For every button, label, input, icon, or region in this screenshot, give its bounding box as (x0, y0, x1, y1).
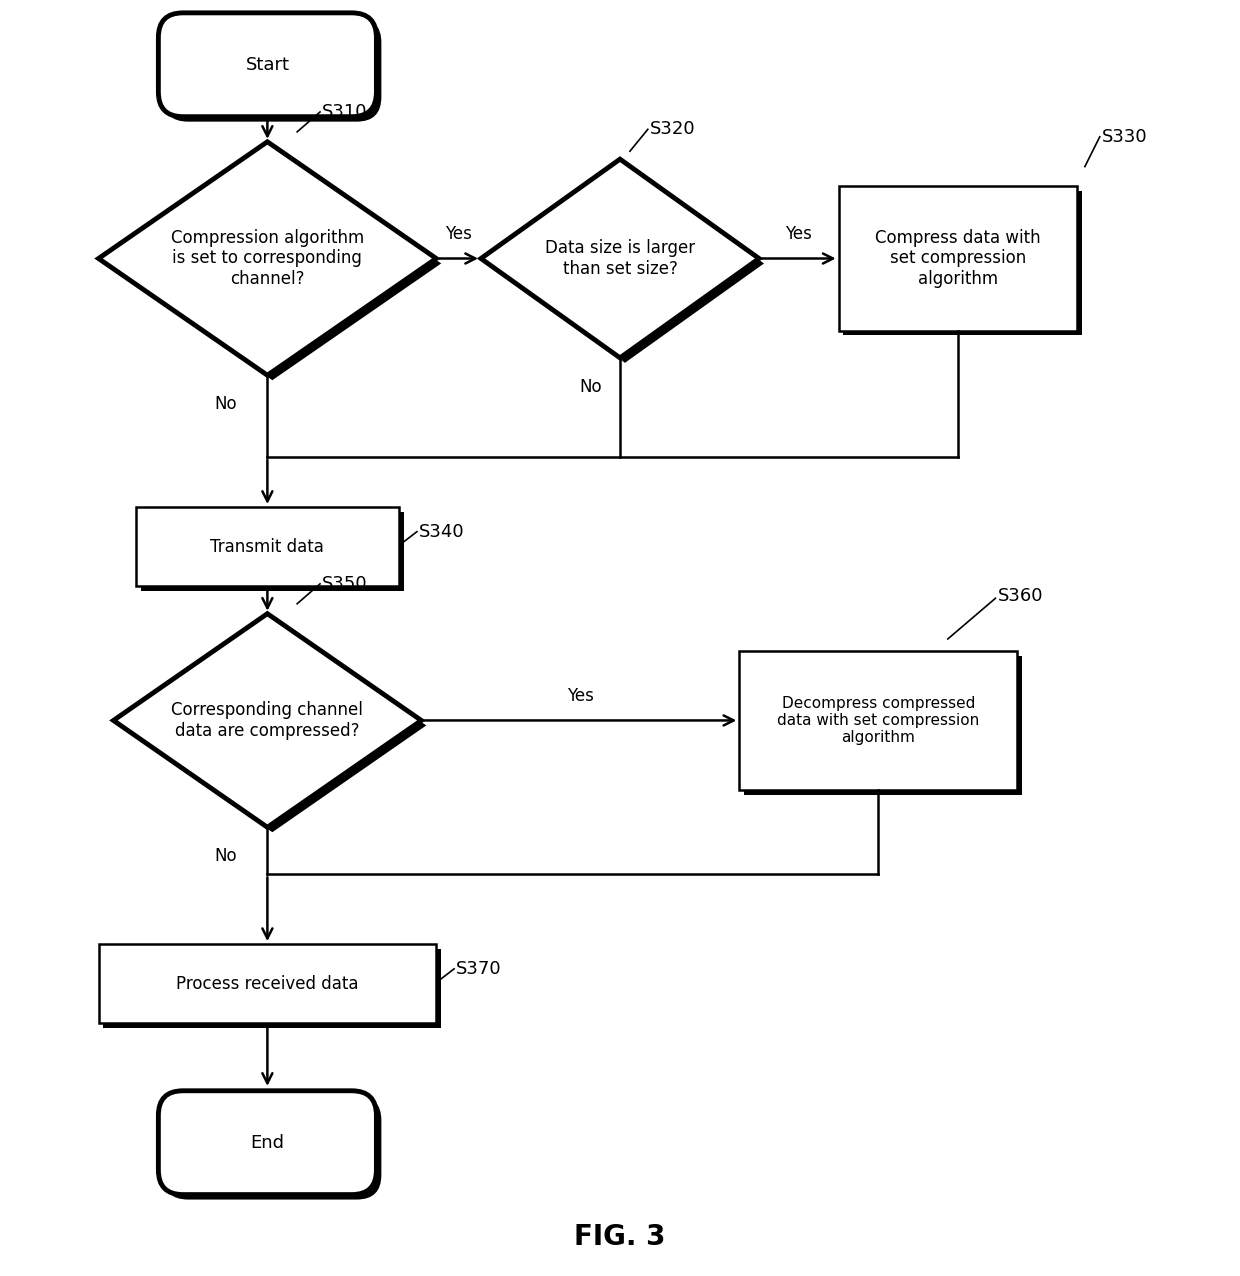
FancyBboxPatch shape (739, 651, 1017, 790)
Text: S370: S370 (456, 960, 502, 977)
Polygon shape (486, 165, 764, 362)
Text: S320: S320 (650, 120, 696, 138)
Text: S310: S310 (322, 103, 367, 121)
Text: End: End (250, 1133, 284, 1152)
Polygon shape (118, 619, 427, 832)
FancyBboxPatch shape (135, 507, 399, 587)
Text: Transmit data: Transmit data (211, 537, 325, 555)
Text: FIG. 3: FIG. 3 (574, 1224, 666, 1250)
Text: S340: S340 (419, 523, 465, 541)
Text: No: No (579, 378, 601, 396)
Polygon shape (481, 160, 759, 357)
Text: Compression algorithm
is set to corresponding
channel?: Compression algorithm is set to correspo… (171, 228, 365, 288)
FancyBboxPatch shape (98, 944, 436, 1023)
FancyBboxPatch shape (159, 1091, 377, 1194)
Text: Corresponding channel
data are compressed?: Corresponding channel data are compresse… (171, 701, 363, 740)
FancyBboxPatch shape (838, 186, 1076, 330)
FancyBboxPatch shape (141, 512, 404, 591)
FancyBboxPatch shape (159, 13, 377, 116)
Text: Data size is larger
than set size?: Data size is larger than set size? (544, 239, 696, 278)
FancyBboxPatch shape (164, 1096, 382, 1199)
FancyBboxPatch shape (103, 949, 441, 1028)
Polygon shape (113, 614, 422, 827)
Text: Yes: Yes (785, 225, 812, 242)
Text: Compress data with
set compression
algorithm: Compress data with set compression algor… (875, 228, 1040, 288)
Text: Process received data: Process received data (176, 975, 358, 993)
FancyBboxPatch shape (744, 656, 1022, 795)
Text: Decompress compressed
data with set compression
algorithm: Decompress compressed data with set comp… (777, 695, 980, 745)
Text: No: No (215, 396, 237, 413)
Text: No: No (215, 847, 237, 865)
Text: S360: S360 (997, 587, 1043, 605)
FancyBboxPatch shape (843, 191, 1081, 336)
Text: S330: S330 (1102, 128, 1147, 145)
Text: Yes: Yes (567, 686, 594, 704)
Text: S350: S350 (322, 575, 367, 593)
Polygon shape (98, 142, 436, 375)
Text: Start: Start (246, 56, 289, 74)
Polygon shape (103, 147, 441, 380)
Text: Yes: Yes (445, 225, 472, 242)
FancyBboxPatch shape (164, 18, 382, 121)
